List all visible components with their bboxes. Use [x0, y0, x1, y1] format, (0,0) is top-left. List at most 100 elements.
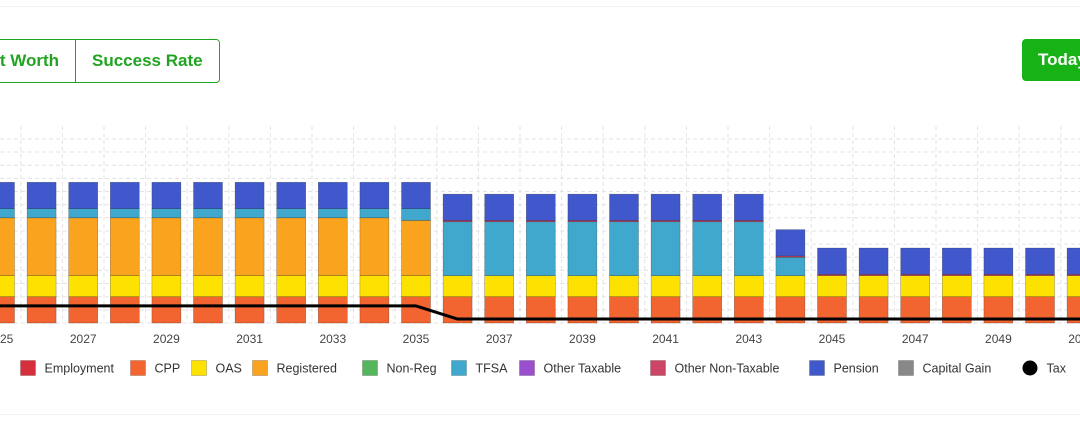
- bar-registered-2031[interactable]: [234, 217, 265, 276]
- bar-pension-2044[interactable]: [775, 229, 806, 257]
- bar-tfsa-2040[interactable]: [609, 221, 639, 276]
- bar-oas-2038[interactable]: [525, 275, 556, 298]
- bar-cpp-2033[interactable]: [317, 296, 348, 324]
- bar-pension-2049[interactable]: [983, 247, 1014, 275]
- bar-pension-2048[interactable]: [941, 247, 972, 275]
- bar-registered-2030[interactable]: [193, 217, 223, 276]
- bar-oas-2041[interactable]: [650, 275, 681, 298]
- bar-pension-2050[interactable]: [1025, 247, 1055, 275]
- bar-oas-2035[interactable]: [401, 275, 431, 298]
- bar-oas-2025[interactable]: [0, 275, 15, 298]
- legend-item-tax[interactable]: Tax: [1022, 360, 1067, 376]
- bar-tfsa-2035[interactable]: [401, 208, 431, 221]
- bar-oas-2042[interactable]: [692, 275, 723, 298]
- bar-pension-2036[interactable]: [442, 193, 473, 221]
- bar-tfsa-2025[interactable]: [0, 208, 15, 219]
- bar-registered-2032[interactable]: [276, 217, 307, 276]
- bar-pension-2046[interactable]: [858, 247, 889, 275]
- bar-cpp-2032[interactable]: [276, 296, 307, 324]
- bar-oas-2046[interactable]: [858, 275, 889, 298]
- bar-registered-2034[interactable]: [359, 217, 390, 276]
- bar-other-non-taxable-2051[interactable]: [1066, 274, 1080, 276]
- bar-cpp-2034[interactable]: [359, 296, 390, 324]
- bar-oas-2039[interactable]: [567, 275, 598, 298]
- bar-oas-2050[interactable]: [1025, 275, 1055, 298]
- bar-cpp-2031[interactable]: [234, 296, 265, 324]
- bar-pension-2040[interactable]: [609, 193, 639, 221]
- net-worth-button[interactable]: Net Worth: [0, 40, 75, 82]
- bar-oas-2051[interactable]: [1066, 275, 1080, 298]
- bar-tfsa-2039[interactable]: [567, 221, 598, 276]
- bar-oas-2026[interactable]: [26, 275, 57, 298]
- bar-oas-2048[interactable]: [941, 275, 972, 298]
- bar-cpp-2026[interactable]: [26, 296, 57, 324]
- bar-oas-2028[interactable]: [110, 275, 140, 298]
- bar-cpp-2051[interactable]: [1066, 296, 1080, 324]
- bar-oas-2027[interactable]: [68, 275, 98, 298]
- today-button[interactable]: Today: [1022, 39, 1080, 81]
- bar-pension-2035[interactable]: [401, 181, 431, 209]
- bar-registered-2027[interactable]: [68, 217, 98, 276]
- bar-pension-2033[interactable]: [317, 181, 348, 209]
- bar-tfsa-2028[interactable]: [110, 208, 140, 219]
- bar-cpp-2029[interactable]: [151, 296, 182, 324]
- bar-registered-2035[interactable]: [401, 220, 431, 276]
- bar-oas-2036[interactable]: [442, 275, 473, 298]
- bar-tfsa-2036[interactable]: [442, 221, 473, 276]
- bar-tfsa-2029[interactable]: [151, 208, 182, 219]
- bar-oas-2037[interactable]: [484, 275, 515, 298]
- bar-oas-2045[interactable]: [817, 275, 847, 298]
- bar-tfsa-2030[interactable]: [193, 208, 223, 219]
- bar-tfsa-2033[interactable]: [317, 208, 348, 219]
- bar-tfsa-2034[interactable]: [359, 208, 390, 219]
- bar-pension-2027[interactable]: [68, 181, 98, 209]
- bar-pension-2051[interactable]: [1066, 247, 1080, 275]
- bar-cpp-2030[interactable]: [193, 296, 223, 324]
- bar-pension-2026[interactable]: [26, 181, 57, 209]
- success-rate-button[interactable]: Success Rate: [75, 40, 219, 82]
- bar-pension-2043[interactable]: [733, 193, 764, 221]
- bar-pension-2032[interactable]: [276, 181, 307, 209]
- bar-oas-2032[interactable]: [276, 275, 307, 298]
- legend-item-other-taxable[interactable]: Other Taxable: [519, 360, 622, 376]
- bar-registered-2033[interactable]: [317, 217, 348, 276]
- bar-oas-2044[interactable]: [775, 275, 806, 298]
- bar-oas-2031[interactable]: [234, 275, 265, 298]
- bar-pension-2030[interactable]: [193, 181, 223, 209]
- bar-cpp-2025[interactable]: [0, 296, 15, 324]
- bar-pension-2045[interactable]: [817, 247, 847, 275]
- bar-tfsa-2032[interactable]: [276, 208, 307, 219]
- legend-item-non-reg[interactable]: Non-Reg: [362, 360, 437, 376]
- bar-cpp-2027[interactable]: [68, 296, 98, 324]
- bar-pension-2042[interactable]: [692, 193, 723, 221]
- bar-pension-2047[interactable]: [900, 247, 931, 275]
- bar-oas-2034[interactable]: [359, 275, 390, 298]
- bar-tfsa-2031[interactable]: [234, 208, 265, 219]
- legend-item-tfsa[interactable]: TFSA: [451, 360, 509, 376]
- bar-cpp-2028[interactable]: [110, 296, 140, 324]
- legend-item-oas[interactable]: OAS: [191, 360, 242, 376]
- bar-pension-2029[interactable]: [151, 181, 182, 209]
- bar-tfsa-2038[interactable]: [525, 221, 556, 276]
- bar-oas-2033[interactable]: [317, 275, 348, 298]
- legend-item-capital-gain[interactable]: Capital Gain: [898, 360, 992, 376]
- bar-tfsa-2041[interactable]: [650, 221, 681, 276]
- bar-tfsa-2044[interactable]: [775, 256, 806, 276]
- bar-registered-2029[interactable]: [151, 217, 182, 276]
- legend-item-other-non-taxable[interactable]: Other Non-Taxable: [650, 360, 780, 376]
- bar-pension-2038[interactable]: [525, 193, 556, 221]
- bar-tfsa-2042[interactable]: [692, 221, 723, 276]
- bar-oas-2030[interactable]: [193, 275, 223, 298]
- bar-pension-2028[interactable]: [110, 181, 140, 209]
- bar-oas-2040[interactable]: [609, 275, 639, 298]
- bar-pension-2039[interactable]: [567, 193, 598, 221]
- bar-pension-2037[interactable]: [484, 193, 515, 221]
- bar-registered-2025[interactable]: [0, 217, 15, 276]
- bar-tfsa-2043[interactable]: [733, 221, 764, 276]
- bar-tfsa-2037[interactable]: [484, 221, 515, 276]
- bar-pension-2031[interactable]: [234, 181, 265, 209]
- legend-item-pension[interactable]: Pension: [809, 360, 879, 376]
- bar-oas-2029[interactable]: [151, 275, 182, 298]
- bar-pension-2034[interactable]: [359, 181, 390, 209]
- bar-tfsa-2027[interactable]: [68, 208, 98, 219]
